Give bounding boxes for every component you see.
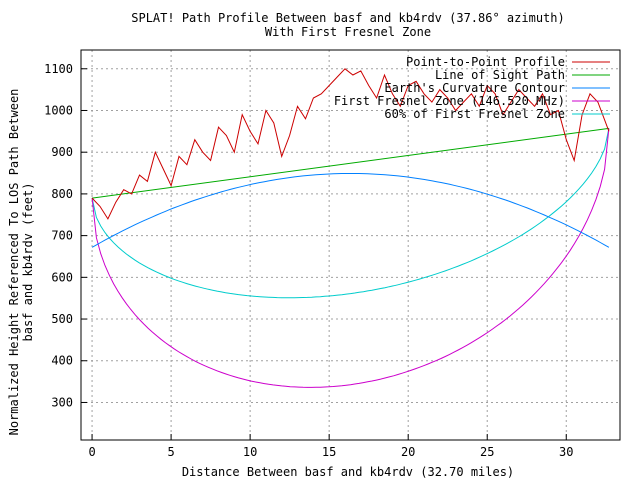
y-tick-label: 1000	[44, 103, 73, 117]
axis-ticks: 0 5 10 15 20 25 30 300 400 500 600 700 800 900 1000 110…	[44, 62, 573, 459]
x-tick-label: 20	[401, 445, 415, 459]
chart-title: SPLAT! Path Profile Between basf and kb4…	[131, 11, 564, 25]
line-of-sight-line	[92, 127, 609, 199]
series-lines	[91, 68, 610, 388]
x-tick-label: 25	[480, 445, 494, 459]
legend-label: Line of Sight Path	[435, 68, 565, 82]
terrain-profile-line	[91, 68, 610, 220]
y-tick-label: 800	[51, 187, 73, 201]
x-tick-label: 5	[167, 445, 174, 459]
fresnel-zone-line	[91, 128, 610, 388]
x-tick-label: 15	[322, 445, 336, 459]
chart-subtitle: With First Fresnel Zone	[265, 25, 431, 39]
y-axis-label-line2: basf and kb4rdv (feet)	[21, 183, 35, 342]
plot-frame	[80, 49, 621, 441]
y-tick-label: 400	[51, 354, 73, 368]
grid	[81, 50, 620, 440]
y-tick-label: 700	[51, 229, 73, 243]
x-tick-label: 30	[559, 445, 573, 459]
y-tick-label: 900	[51, 145, 73, 159]
y-tick-label: 600	[51, 270, 73, 284]
x-axis-label: Distance Between basf and kb4rdv (32.70 …	[182, 465, 514, 479]
x-tick-label: 0	[88, 445, 95, 459]
legend-label: Point-to-Point Profile	[406, 55, 565, 69]
y-tick-label: 300	[51, 395, 73, 409]
y-axis-label-line1: Normalized Height Referenced To LOS Path…	[7, 89, 21, 436]
y-tick-label: 500	[51, 312, 73, 326]
earth-curvature-line	[91, 173, 610, 248]
legend-label: First Fresnel Zone (146.520 MHz)	[334, 94, 565, 108]
fresnel-60-line	[91, 128, 610, 299]
x-tick-label: 10	[243, 445, 257, 459]
legend-label: 60% of First Fresnel Zone	[384, 107, 565, 121]
y-tick-label: 1100	[44, 62, 73, 76]
legend-label: Earth's Curvature Contour	[384, 81, 565, 95]
